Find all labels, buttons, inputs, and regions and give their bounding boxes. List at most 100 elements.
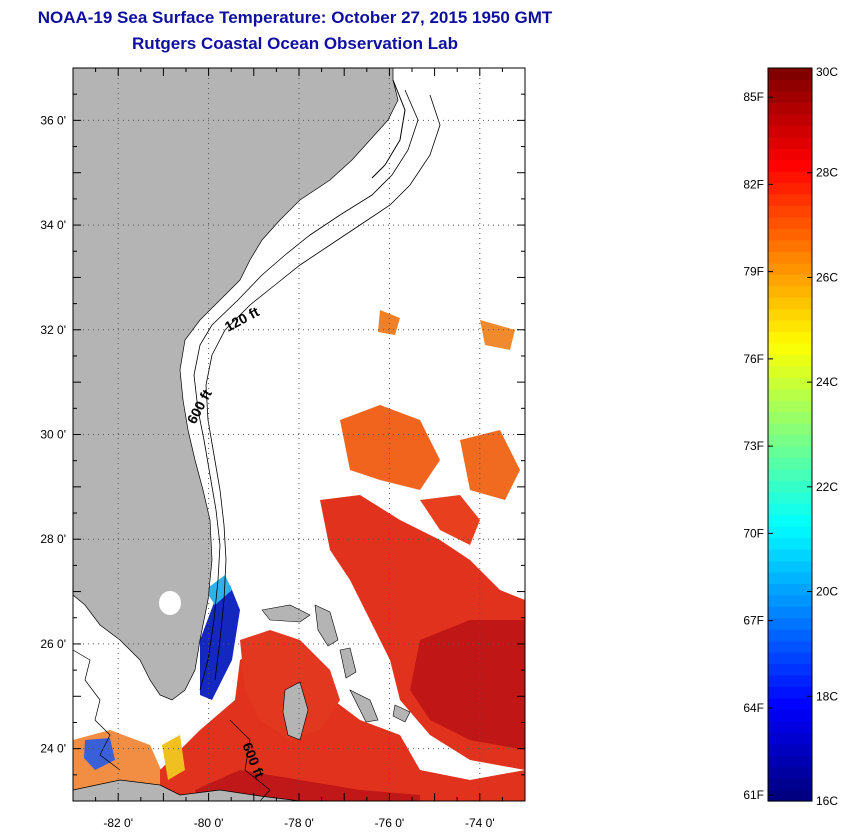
colorbar-swatch — [768, 79, 812, 92]
colorbar-c-label: 16C — [816, 794, 838, 808]
colorbar-swatch — [768, 571, 812, 584]
y-tick-label: 32 0' — [40, 323, 66, 337]
colorbar-swatch — [768, 319, 812, 333]
colorbar-swatch — [768, 503, 812, 516]
lake-okeechobee — [159, 591, 181, 615]
colorbar-swatch — [768, 285, 812, 298]
colorbar-swatch — [768, 239, 812, 252]
colorbar-swatch — [768, 789, 812, 802]
sst-patch-mid — [420, 495, 480, 545]
colorbar-c-label: 22C — [816, 480, 838, 494]
colorbar-swatch — [768, 766, 812, 779]
colorbar-swatch — [768, 709, 812, 722]
colorbar-swatches — [768, 68, 812, 802]
colorbar-swatch — [768, 274, 812, 287]
colorbar-f-label: 76F — [743, 352, 764, 366]
colorbar-swatch — [768, 159, 812, 172]
colorbar-f-label: 85F — [743, 90, 764, 104]
colorbar-swatch — [768, 171, 812, 184]
land-grand-bahama — [261, 604, 311, 623]
land-exuma — [349, 689, 379, 723]
colorbar-swatch — [768, 594, 812, 607]
colorbar-swatch — [768, 697, 812, 710]
sst-patch-straits-hot — [195, 770, 420, 801]
x-tick-label: -78 0' — [284, 816, 314, 830]
map-title: NOAA-19 Sea Surface Temperature: October… — [37, 8, 553, 27]
colorbar-swatch — [768, 480, 812, 493]
colorbar-swatch — [768, 491, 812, 504]
map-grid — [73, 68, 525, 801]
sst-patch-north-1 — [340, 405, 440, 490]
colorbar-swatch — [768, 205, 812, 218]
sst-patch-gulf-cold — [84, 738, 115, 770]
colorbar-swatch — [768, 583, 812, 596]
y-tick-label: 34 0' — [40, 218, 66, 232]
contour-gulf — [73, 649, 121, 771]
colorbar-f-label: 70F — [743, 526, 764, 540]
colorbar-swatch — [768, 629, 812, 642]
colorbar-swatch — [768, 90, 812, 103]
colorbar-swatch — [768, 720, 812, 733]
colorbar-swatch — [768, 377, 812, 390]
colorbar-f-label: 61F — [743, 788, 764, 802]
colorbar-swatch — [768, 606, 812, 619]
colorbar-swatch — [768, 663, 812, 676]
colorbar-swatch — [768, 365, 812, 378]
colorbar-f-label: 82F — [743, 177, 764, 191]
sst-patch-bahamas-west — [240, 630, 340, 740]
y-tick-label: 30 0' — [40, 428, 66, 442]
y-tick-label: 36 0' — [40, 113, 66, 127]
contour-120ft — [193, 89, 419, 691]
sst-patch-north-4 — [480, 320, 515, 350]
land-andros — [282, 681, 309, 741]
colorbar-swatch — [768, 549, 812, 562]
colorbar-swatch — [768, 148, 812, 161]
sst-patch-north-2 — [460, 430, 520, 500]
land-outer-banks — [371, 79, 406, 179]
colorbar-swatch — [768, 468, 812, 481]
contour-straits — [229, 719, 271, 801]
colorbar-swatch — [768, 388, 812, 401]
colorbar-swatch — [768, 457, 812, 470]
colorbar-f-label: 79F — [743, 265, 764, 279]
colorbar-swatch — [768, 686, 812, 699]
colorbar-swatch — [768, 400, 812, 413]
x-tick-label: -82 0' — [103, 816, 133, 830]
colorbar-swatch — [768, 537, 812, 550]
colorbar-swatch — [768, 331, 812, 344]
colorbar-swatch — [768, 675, 812, 688]
colorbar-swatch — [768, 514, 812, 527]
y-axis: 24 0' 26 0' 28 0' 30 0' 32 0' 34 0' 36 0' — [40, 67, 525, 802]
x-tick-label: -74 0' — [465, 816, 495, 830]
sst-patch-warm-fringe — [162, 735, 185, 780]
land-eleuthera — [339, 647, 357, 679]
colorbar-swatch — [768, 526, 812, 539]
land-cuba — [73, 779, 301, 801]
colorbar-c-label: 26C — [816, 270, 838, 284]
colorbar-swatch — [768, 743, 812, 756]
colorbar-swatch — [768, 778, 812, 791]
colorbar-swatch — [768, 262, 812, 275]
colorbar-swatch — [768, 560, 812, 573]
land-us-southeast — [73, 68, 399, 701]
x-axis: -82 0' -80 0' -78 0' -76 0' -74 0' — [72, 68, 526, 830]
colorbar-swatch — [768, 102, 812, 115]
colorbar-swatch — [768, 251, 812, 264]
x-tick-label: -76 0' — [375, 816, 405, 830]
colorbar-swatch — [768, 411, 812, 424]
colorbar-swatch — [768, 182, 812, 195]
colorbar-celsius-labels: 30C 28C 26C 24C 22C 20C 18C 16C — [807, 65, 838, 808]
colorbar-f-label: 67F — [743, 614, 764, 628]
colorbar-f-label: 73F — [743, 439, 764, 453]
y-tick-label: 26 0' — [40, 637, 66, 651]
y-tick-label: 28 0' — [40, 532, 66, 546]
y-tick-label: 24 0' — [40, 742, 66, 756]
colorbar-frame — [767, 67, 813, 802]
colorbar-swatch — [768, 216, 812, 229]
colorbar-swatch — [768, 640, 812, 653]
land-small-island — [392, 704, 411, 723]
colorbar-f-label: 64F — [743, 701, 764, 715]
colorbar-c-label: 20C — [816, 585, 838, 599]
colorbar-swatch — [768, 434, 812, 447]
